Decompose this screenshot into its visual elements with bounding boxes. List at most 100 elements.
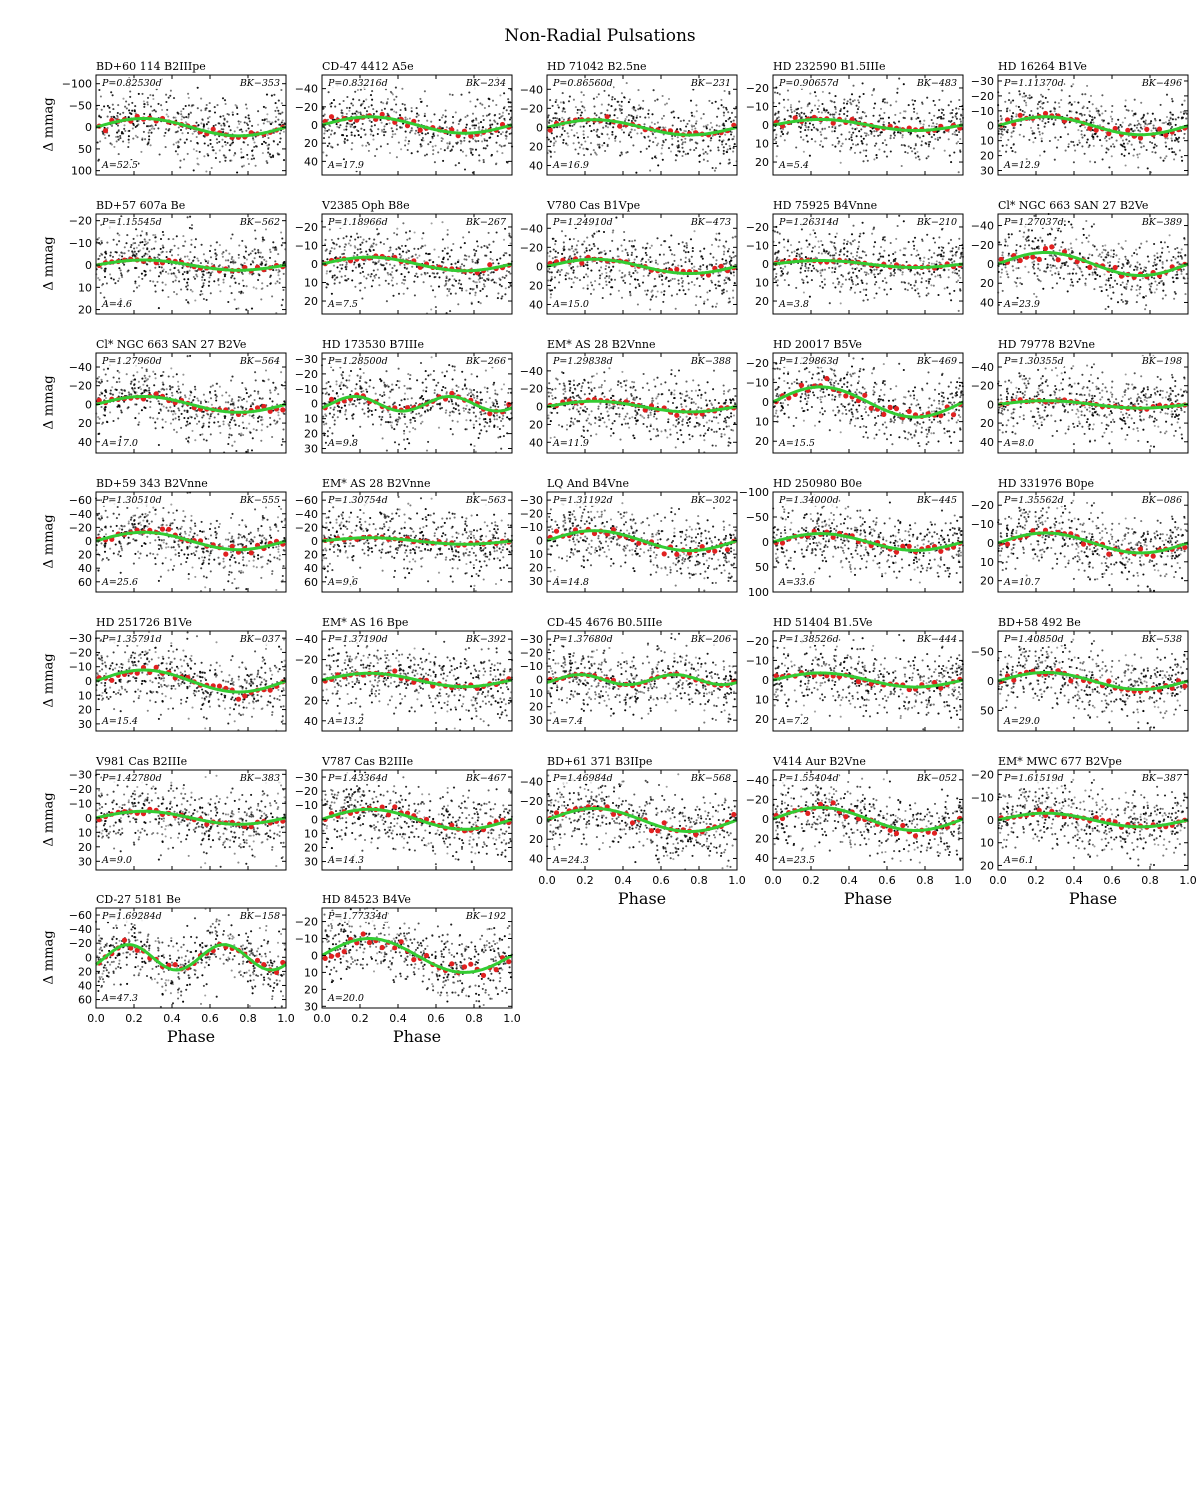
data-point — [372, 112, 375, 116]
data-point — [613, 114, 616, 117]
data-point — [688, 119, 691, 122]
data-point — [620, 276, 623, 279]
data-point — [845, 102, 849, 105]
data-point — [583, 106, 586, 109]
data-point — [1117, 118, 1120, 121]
data-point — [691, 250, 694, 253]
data-point — [1136, 156, 1140, 159]
data-point — [240, 128, 243, 131]
data-point — [632, 116, 635, 119]
data-point — [554, 140, 557, 143]
data-point — [434, 275, 437, 278]
data-point — [1012, 143, 1015, 146]
data-point — [676, 154, 679, 157]
data-point — [442, 114, 445, 117]
data-point — [401, 250, 405, 253]
data-point — [1173, 151, 1176, 154]
data-point — [383, 128, 386, 131]
data-point — [558, 281, 561, 284]
data-point — [838, 265, 841, 268]
data-point — [351, 112, 354, 115]
data-point — [1078, 139, 1081, 142]
data-point — [404, 130, 407, 133]
data-point — [458, 120, 461, 123]
data-point — [496, 258, 499, 261]
data-point — [413, 247, 416, 250]
data-point — [398, 253, 401, 256]
data-point — [1068, 110, 1071, 113]
data-point — [1151, 150, 1154, 154]
data-point — [224, 159, 227, 162]
data-point — [233, 130, 236, 133]
data-point — [359, 289, 362, 292]
data-point — [193, 246, 197, 249]
data-point — [402, 278, 405, 281]
y-tick-label: −10 — [69, 237, 92, 250]
data-point — [244, 250, 247, 253]
data-point — [618, 107, 621, 110]
data-point — [226, 141, 229, 144]
data-point — [689, 99, 693, 102]
data-point — [351, 104, 355, 107]
data-point — [1154, 127, 1157, 130]
data-point — [722, 291, 725, 294]
data-point — [503, 92, 506, 95]
data-point — [177, 247, 180, 250]
data-point — [177, 126, 180, 129]
data-point — [1066, 114, 1069, 117]
data-point — [137, 244, 140, 247]
data-point — [578, 146, 581, 149]
data-point — [333, 278, 336, 281]
data-point — [451, 93, 454, 96]
data-point — [507, 101, 510, 104]
data-point — [734, 115, 737, 119]
data-point — [109, 273, 112, 276]
data-point — [839, 109, 842, 113]
data-point — [1097, 109, 1100, 112]
data-point — [1108, 137, 1111, 140]
data-point — [195, 121, 198, 124]
data-point — [1127, 109, 1130, 112]
data-point — [469, 100, 472, 103]
data-point — [700, 117, 703, 120]
data-point — [624, 248, 627, 251]
data-point — [677, 146, 680, 149]
data-point — [226, 112, 229, 116]
data-point — [662, 300, 665, 303]
data-point — [838, 253, 841, 256]
data-point — [927, 278, 930, 281]
data-point — [144, 270, 147, 273]
data-point — [898, 126, 901, 129]
data-point — [821, 90, 824, 93]
data-point — [1067, 133, 1070, 136]
data-point — [1142, 113, 1145, 116]
data-point — [641, 258, 644, 261]
data-point — [355, 110, 358, 113]
data-point — [424, 244, 427, 247]
data-point — [263, 140, 266, 143]
data-point — [342, 99, 345, 103]
data-point — [1124, 148, 1127, 151]
data-point — [191, 132, 194, 135]
data-point — [834, 125, 837, 128]
data-point — [141, 230, 144, 233]
data-point — [1171, 118, 1174, 121]
data-point — [268, 120, 271, 123]
data-point — [446, 147, 449, 150]
data-point — [1185, 117, 1188, 120]
data-point — [896, 87, 899, 90]
data-point — [1113, 145, 1116, 148]
data-point — [375, 273, 378, 276]
data-point — [583, 251, 586, 254]
data-points — [772, 214, 965, 312]
data-point — [813, 126, 816, 129]
data-point — [363, 107, 366, 110]
data-point — [207, 121, 210, 124]
data-point — [277, 271, 280, 274]
data-point — [681, 279, 685, 283]
data-point — [652, 89, 655, 92]
data-point — [661, 144, 664, 147]
data-point — [682, 119, 685, 122]
data-point — [127, 145, 130, 149]
data-point — [491, 278, 494, 281]
